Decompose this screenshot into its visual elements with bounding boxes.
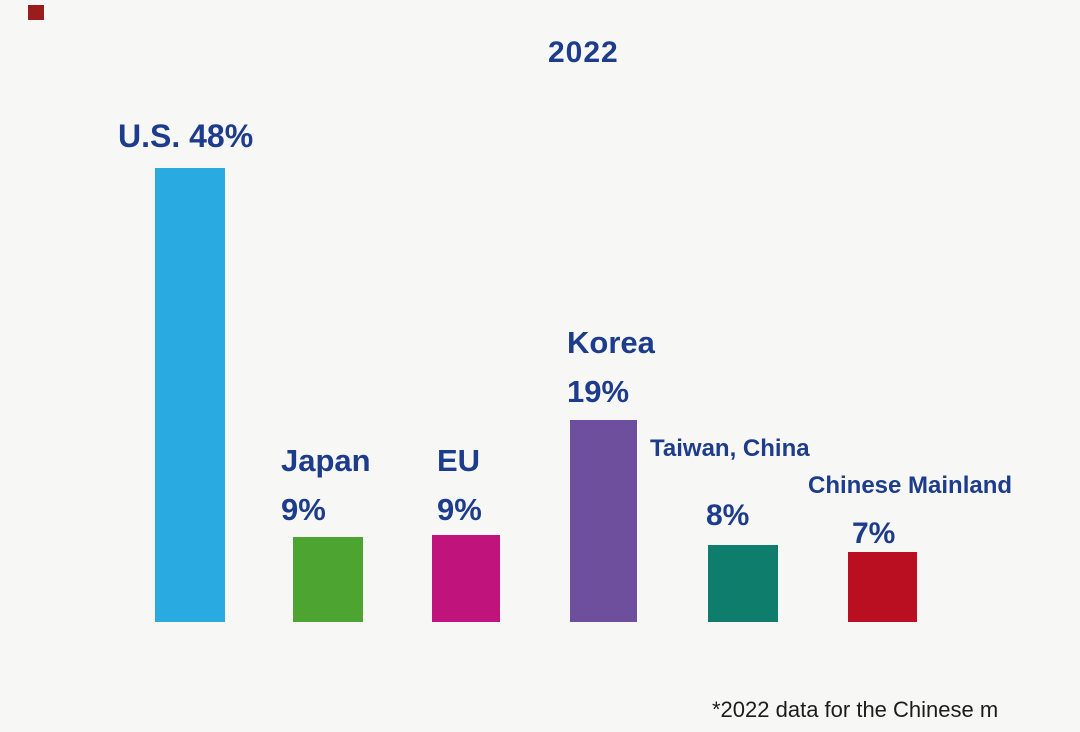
chart-title: 2022 (548, 36, 619, 69)
bar-label-japan: Japan 9% (281, 436, 371, 534)
bar-label-korea-value: 19% (567, 374, 630, 409)
bar-eu (432, 535, 500, 622)
bar-label-us: U.S. 48% (118, 118, 254, 154)
bar-label-mainland-name: Chinese Mainland (808, 472, 1013, 499)
bar-label-eu-value: 9% (437, 492, 482, 527)
bar-mainland (848, 552, 917, 622)
bar-label-eu-name: EU (437, 443, 481, 478)
corner-mark (28, 5, 44, 20)
bar-us (155, 168, 225, 622)
bar-label-eu: EU 9% (437, 436, 482, 534)
bar-label-taiwan-value: 8% (706, 499, 750, 532)
footnote: *2022 data for the Chinese m (712, 697, 999, 722)
bar-label-mainland-value: 7% (852, 517, 896, 550)
bar-label-korea-name: Korea (567, 325, 655, 360)
bar-label-japan-name: Japan (281, 443, 371, 478)
bar-japan (293, 537, 363, 622)
bar-taiwan (708, 545, 778, 622)
bar-label-taiwan-name: Taiwan, China (650, 435, 810, 462)
bar-label-korea: Korea 19% (567, 318, 655, 416)
bar-label-japan-value: 9% (281, 492, 326, 527)
bar-korea (570, 420, 637, 622)
